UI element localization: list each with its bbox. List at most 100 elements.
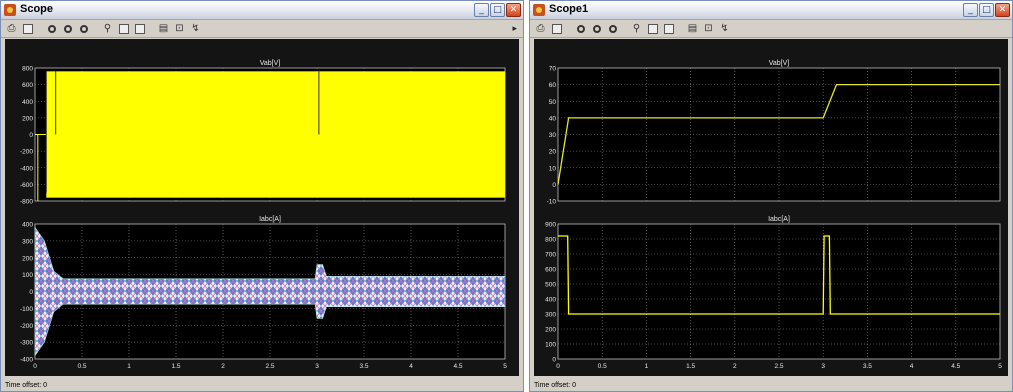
x-tick-label: 4.5 [951, 363, 960, 370]
time-offset: Time offset: 0 [534, 382, 576, 389]
plot-title: Iabc[A] [768, 216, 790, 223]
zoom-y-icon[interactable] [77, 22, 90, 35]
lock-icon[interactable]: ⊡ [175, 23, 184, 34]
y-tick-label: 300 [22, 238, 33, 245]
y-tick-label: 300 [545, 312, 556, 319]
y-tick-label: 400 [22, 222, 33, 229]
scope-window: Scope _ □ ✕ ⎙ ⚲ ▤ ⊡ ↯ ▸ Vab[V] -800 -600 -4… [0, 0, 524, 392]
x-tick-label: 1.5 [686, 363, 695, 370]
time-offset-value: 0 [43, 382, 48, 389]
zoom-y-icon[interactable] [606, 22, 619, 35]
x-tick-label: 4.5 [453, 363, 462, 370]
print-icon[interactable]: ⎙ [536, 23, 545, 34]
x-tick-label: 2.5 [774, 363, 783, 370]
scope-plots: Vab[V]-800-600-400-2000200400600800Iabc[… [20, 60, 507, 370]
autoscale-icon[interactable]: ⚲ [103, 23, 112, 34]
toolbar-overflow-icon[interactable]: ▸ [512, 23, 517, 33]
y-tick-label: -800 [20, 199, 33, 206]
y-tick-label: -400 [20, 165, 33, 172]
y-tick-label: 0 [29, 132, 33, 139]
y-tick-label: 100 [22, 272, 33, 279]
x-tick-label: 4 [409, 363, 413, 370]
x-tick-label: 0.5 [77, 363, 86, 370]
save-axes-icon[interactable] [117, 22, 130, 35]
toolbar: ⎙ ⚲ ▤ ⊡ ↯ ▸ [1, 20, 523, 38]
x-tick-label: 3.5 [359, 363, 368, 370]
y-tick-label: -300 [20, 340, 33, 347]
y-tick-label: 200 [22, 255, 33, 262]
y-tick-label: 200 [22, 115, 33, 122]
maximize-button[interactable]: □ [490, 3, 505, 17]
y-tick-label: -200 [20, 149, 33, 156]
signal-selection-icon[interactable]: ↯ [191, 23, 200, 34]
x-tick-label: 2.5 [265, 363, 274, 370]
restore-axes-icon[interactable] [662, 22, 675, 35]
x-tick-label: 3 [315, 363, 319, 370]
y-tick-label: 20 [549, 149, 557, 156]
print-icon[interactable]: ⎙ [7, 23, 16, 34]
signal-selection-icon[interactable]: ↯ [720, 23, 729, 34]
matlab-icon [533, 4, 545, 16]
floating-scope-icon[interactable]: ▤ [158, 23, 169, 34]
x-tick-label: 1.5 [171, 363, 180, 370]
y-tick-label: 100 [545, 342, 556, 349]
y-tick-label: 50 [549, 99, 557, 106]
y-tick-label: 70 [549, 66, 557, 73]
y-tick-label: 700 [545, 252, 556, 259]
lock-icon[interactable]: ⊡ [704, 23, 713, 34]
y-tick-label: 800 [22, 66, 33, 73]
autoscale-icon[interactable]: ⚲ [632, 23, 641, 34]
close-button[interactable]: ✕ [995, 3, 1010, 17]
x-tick-label: 0 [556, 363, 560, 370]
restore-axes-icon[interactable] [133, 22, 146, 35]
y-tick-label: 40 [549, 115, 557, 122]
x-tick-label: 0.5 [598, 363, 607, 370]
plot-title: Iabc[A] [259, 216, 281, 223]
time-offset-label: Time offset: [5, 382, 42, 389]
floating-scope-icon[interactable]: ▤ [687, 23, 698, 34]
time-offset-label: Time offset: [534, 382, 571, 389]
x-tick-label: 3 [821, 363, 825, 370]
y-tick-label: 0 [552, 357, 556, 364]
plot-title: Vab[V] [260, 60, 281, 67]
window-title: Scope1 [549, 3, 589, 15]
series-line [557, 83, 1000, 185]
y-tick-label: 0 [552, 182, 556, 189]
y-tick-label: 10 [549, 165, 557, 172]
scope1-window: Scope1 _ □ ✕ ⎙ ⚲ ▤ ⊡ ↯ Vab[V] -10 0 10 20 30 4… [529, 0, 1013, 392]
y-tick-label: -100 [20, 306, 33, 313]
plot-title: Vab[V] [769, 60, 790, 67]
y-tick-label: -200 [20, 323, 33, 330]
x-tick-label: 3.5 [863, 363, 872, 370]
zoom-icon[interactable] [574, 22, 587, 35]
plot-panel: Vab[V] -800 -600 -400 -200 0 200 400 600 800 [20, 60, 506, 206]
zoom-icon[interactable] [45, 22, 58, 35]
matlab-icon [4, 4, 16, 16]
y-tick-label: 400 [545, 297, 556, 304]
maximize-button[interactable]: □ [979, 3, 994, 17]
x-tick-label: 5 [998, 363, 1002, 370]
save-axes-icon[interactable] [646, 22, 659, 35]
minimize-button[interactable]: _ [474, 3, 489, 17]
title-bar[interactable]: Scope1 _ □ ✕ [530, 1, 1012, 20]
zoom-x-icon[interactable] [590, 22, 603, 35]
zoom-x-icon[interactable] [61, 22, 74, 35]
parameters-icon[interactable] [550, 22, 563, 35]
voltage-band [46, 71, 505, 198]
plot-panel: Iabc[A] 0 100 200 300 400 500 600 700 800 900 0 0.5 1… [545, 216, 1002, 370]
y-tick-label: 0 [29, 289, 33, 296]
close-button[interactable]: ✕ [506, 3, 521, 17]
title-bar[interactable]: Scope _ □ ✕ [1, 1, 523, 20]
x-tick-label: 0 [33, 363, 37, 370]
y-tick-label: 30 [549, 132, 557, 139]
current-envelope [34, 226, 506, 357]
parameters-icon[interactable] [21, 22, 34, 35]
x-tick-label: 2 [221, 363, 225, 370]
scope1-plots: Vab[V]-10010203040506070Iabc[A]010020030… [545, 60, 1002, 370]
minimize-button[interactable]: _ [963, 3, 978, 17]
y-tick-label: 900 [545, 222, 556, 229]
x-tick-label: 5 [503, 363, 507, 370]
y-tick-label: 60 [549, 82, 557, 89]
y-tick-label: -10 [547, 199, 557, 206]
axes-box [557, 223, 1001, 360]
